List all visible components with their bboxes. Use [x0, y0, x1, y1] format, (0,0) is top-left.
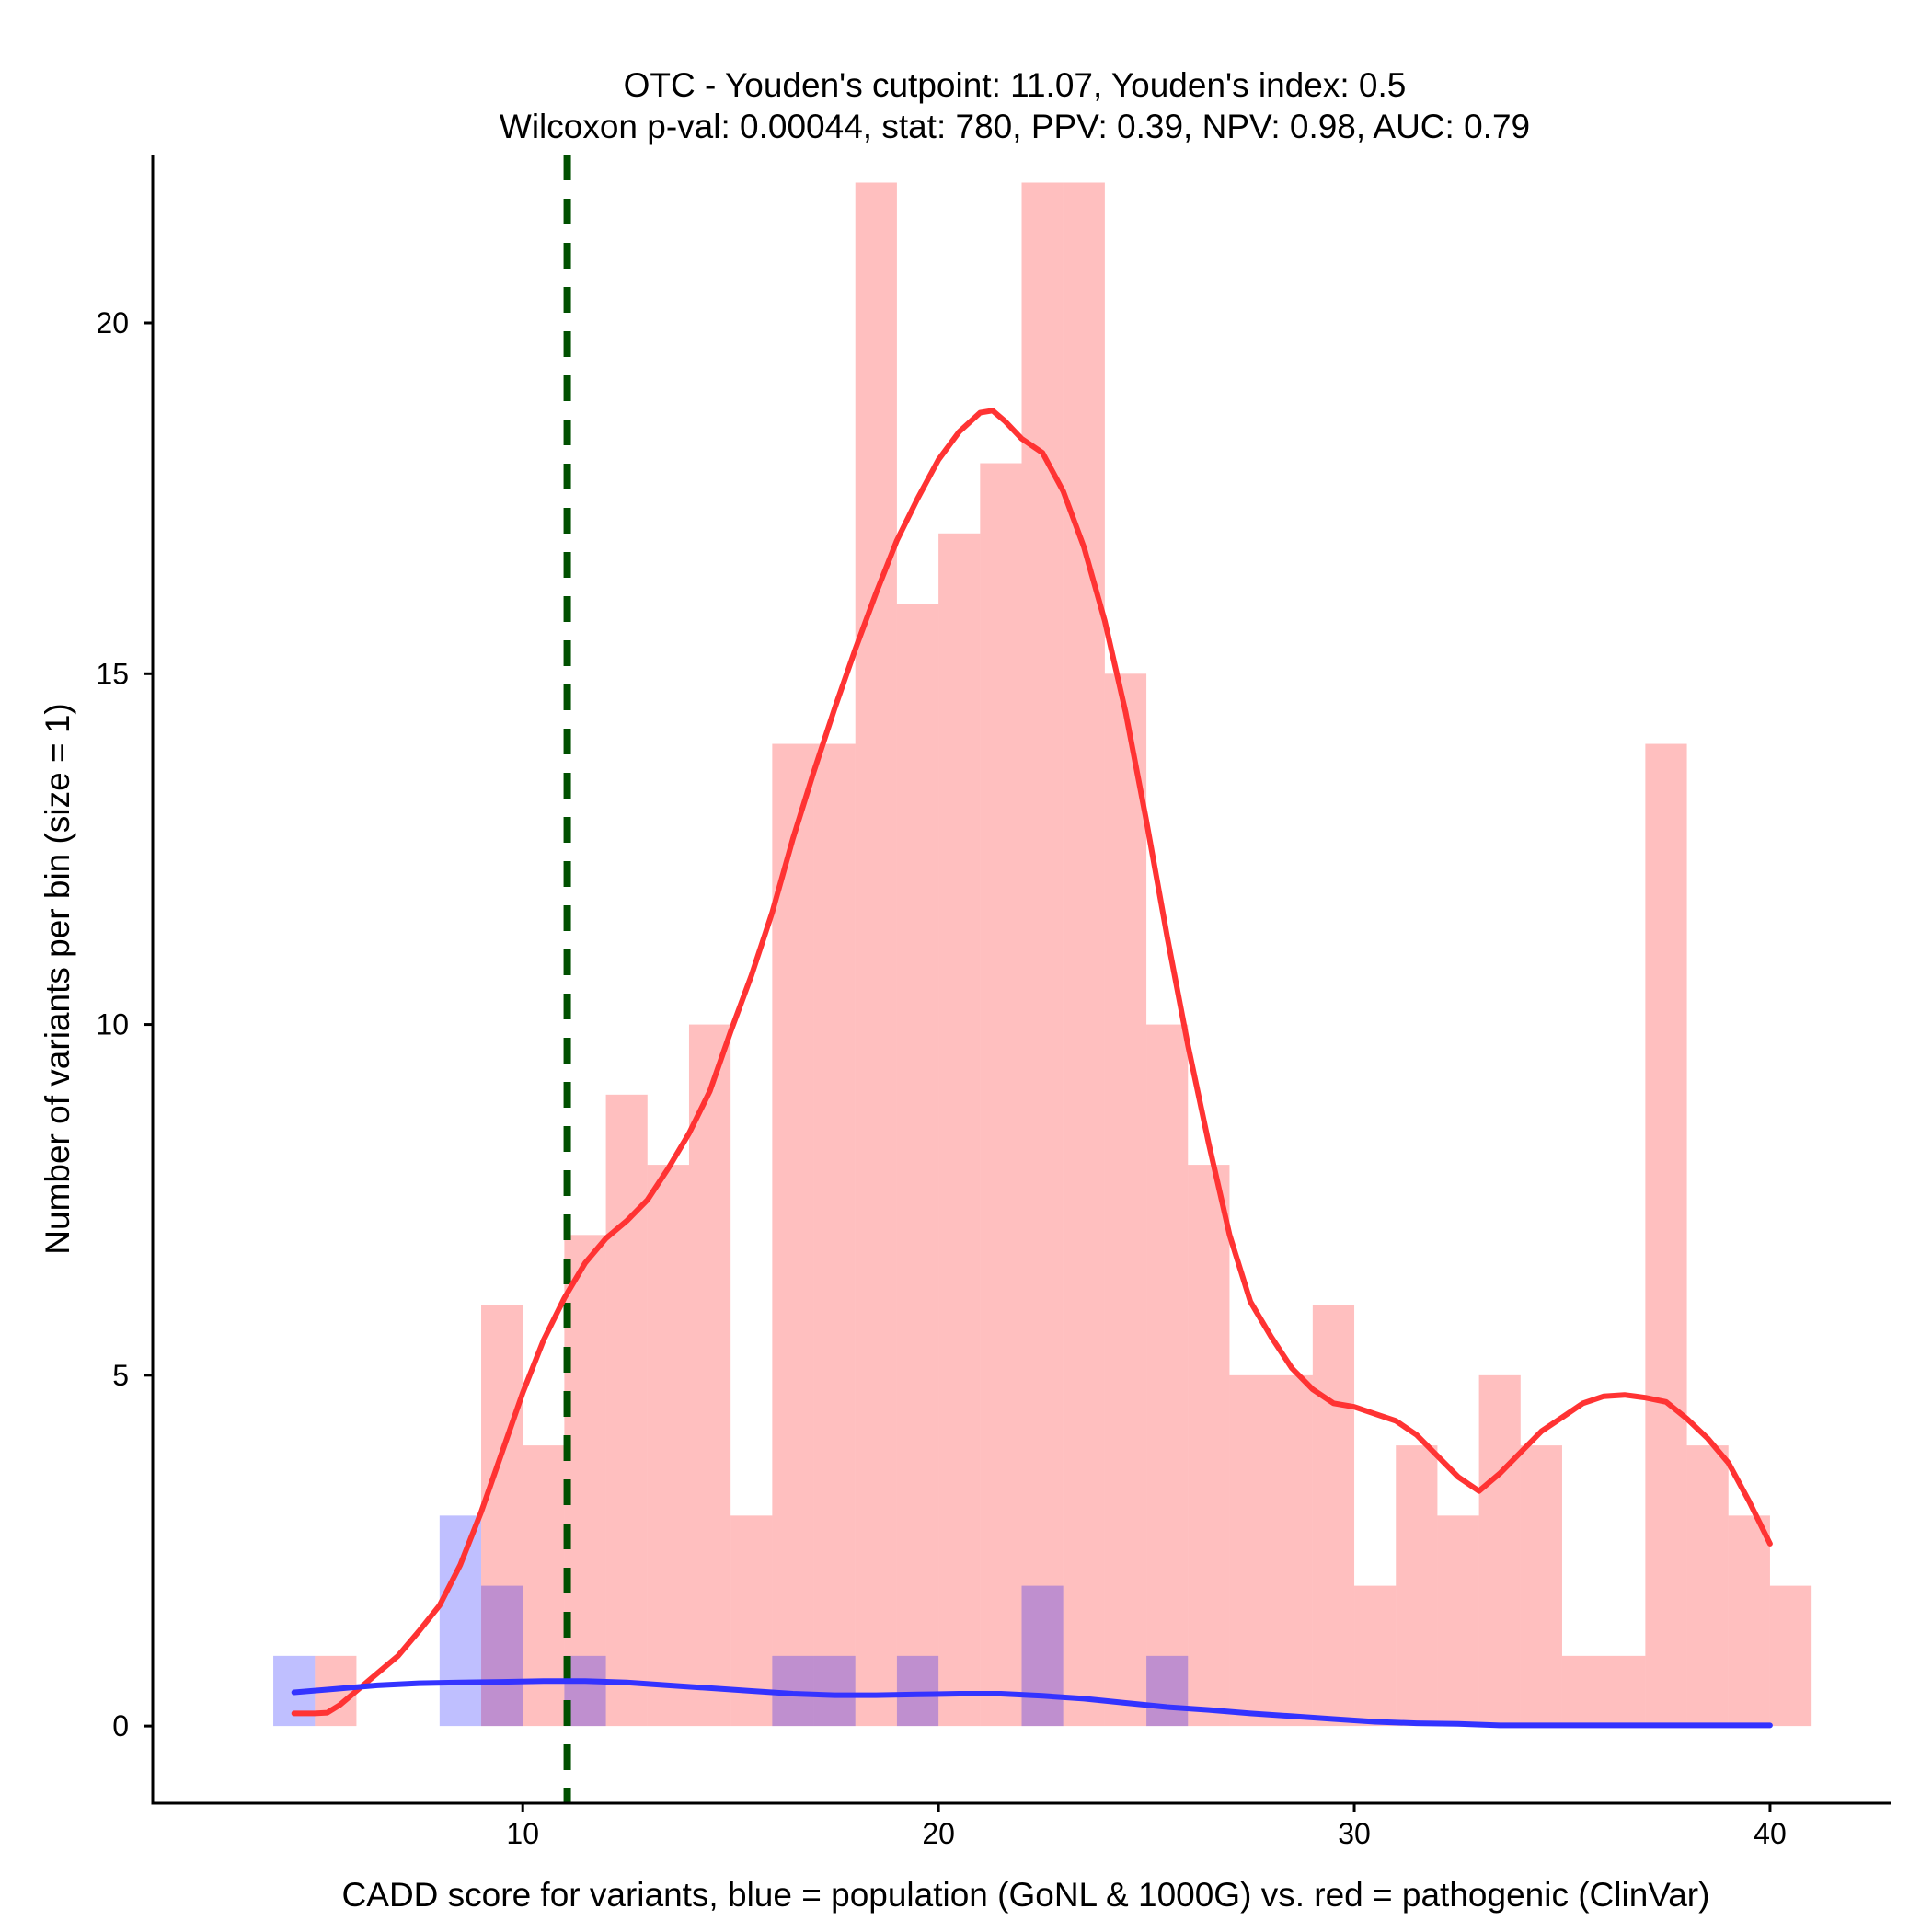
bar [1396, 1445, 1438, 1727]
y-tick-label: 5 [112, 1359, 129, 1392]
y-axis-label: Number of variants per bin (size = 1) [39, 703, 76, 1254]
bar [1021, 182, 1064, 1727]
bar [1478, 1374, 1521, 1727]
bar [980, 463, 1022, 1727]
bar [772, 743, 814, 1727]
histogram-bars [273, 182, 1812, 1727]
bar [896, 604, 939, 1727]
bar [896, 1655, 939, 1727]
bar [1146, 1024, 1189, 1727]
bar [1520, 1445, 1562, 1727]
bar [1645, 743, 1687, 1727]
bar [688, 1024, 731, 1727]
bar [564, 1235, 606, 1727]
bar [1769, 1585, 1812, 1727]
bar [481, 1305, 523, 1727]
y-tick-label: 15 [96, 657, 129, 690]
chart-title: OTC - Youden's cutpoint: 11.07, Youden's… [624, 66, 1407, 104]
y-tick-label: 20 [96, 306, 129, 339]
bar-series-population [273, 1515, 1189, 1727]
bar [1437, 1515, 1479, 1727]
bar [1271, 1374, 1313, 1727]
bar [1728, 1515, 1770, 1727]
bar [605, 1094, 648, 1727]
x-axis-label: CADD score for variants, blue = populati… [342, 1876, 1710, 1914]
bar [439, 1515, 482, 1727]
density-lines [291, 155, 1773, 1803]
y-tick-label: 0 [112, 1709, 129, 1742]
x-tick-label: 40 [1754, 1817, 1787, 1850]
x-tick-label: 20 [922, 1817, 955, 1850]
bar [1561, 1655, 1604, 1727]
bar [1063, 182, 1105, 1727]
bar [938, 533, 981, 1727]
bar [647, 1165, 689, 1727]
bar [1229, 1374, 1271, 1727]
bar-series-pathogenic [315, 182, 1812, 1727]
bar [564, 1655, 606, 1727]
bar [1188, 1165, 1230, 1727]
bar [1312, 1305, 1355, 1727]
x-tick-label: 10 [506, 1817, 539, 1850]
pathogenic-density-line [291, 408, 1773, 1717]
bar [1686, 1445, 1729, 1727]
bar [481, 1585, 523, 1727]
bar [1104, 673, 1147, 1727]
bar [1604, 1655, 1646, 1727]
bar [813, 743, 856, 1727]
y-tick-label: 10 [96, 1008, 129, 1041]
bar [1146, 1655, 1189, 1727]
x-tick-label: 30 [1338, 1817, 1371, 1850]
chart-subtitle: Wilcoxon p-val: 0.00044, stat: 780, PPV:… [500, 108, 1530, 145]
bar [1354, 1585, 1397, 1727]
population-density-line [291, 1678, 1773, 1729]
axes [151, 155, 1891, 1805]
bar [855, 182, 897, 1727]
bar [1021, 1585, 1064, 1727]
bar [813, 1655, 856, 1727]
axis-ticks: 10 20 30 40 0 5 10 15 20 [96, 306, 1786, 1850]
